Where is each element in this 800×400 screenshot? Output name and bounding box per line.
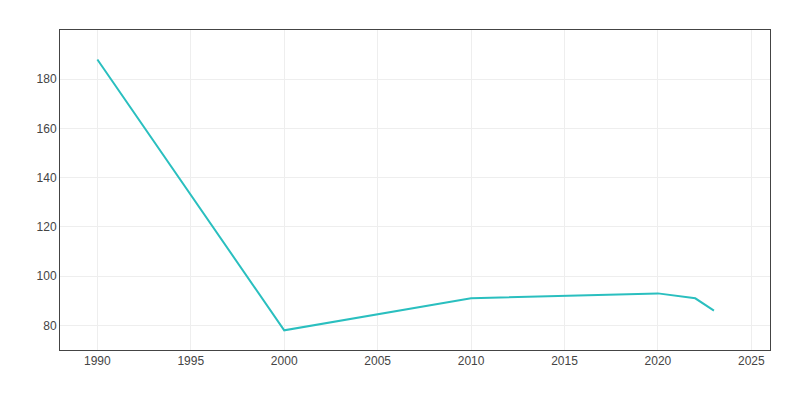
svg-text:120: 120 bbox=[37, 220, 57, 234]
svg-text:140: 140 bbox=[37, 171, 57, 185]
svg-text:2005: 2005 bbox=[364, 354, 391, 368]
svg-text:1990: 1990 bbox=[84, 354, 111, 368]
svg-text:2015: 2015 bbox=[551, 354, 578, 368]
svg-text:2025: 2025 bbox=[738, 354, 765, 368]
svg-text:2020: 2020 bbox=[645, 354, 672, 368]
svg-text:1995: 1995 bbox=[177, 354, 204, 368]
svg-text:2000: 2000 bbox=[271, 354, 298, 368]
svg-text:180: 180 bbox=[37, 72, 57, 86]
svg-text:2010: 2010 bbox=[458, 354, 485, 368]
svg-text:80: 80 bbox=[43, 319, 57, 333]
svg-text:160: 160 bbox=[37, 122, 57, 136]
svg-text:100: 100 bbox=[37, 269, 57, 283]
